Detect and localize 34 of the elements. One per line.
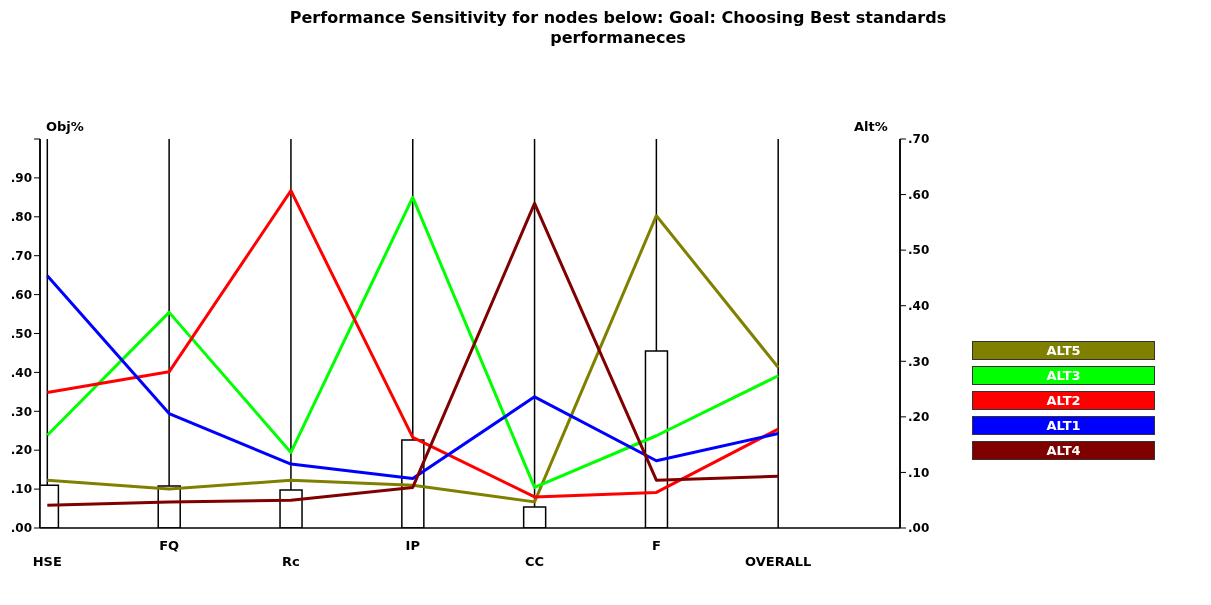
text: ALT1 bbox=[1046, 418, 1081, 433]
y-tick-label: .00 bbox=[10, 521, 32, 536]
y2-tick-label: .60 bbox=[908, 187, 930, 202]
y-tick-label: .40 bbox=[10, 365, 32, 380]
x-tick-label: IP bbox=[405, 538, 420, 553]
y2-tick-label: .30 bbox=[908, 354, 930, 369]
x-tick-label: FQ bbox=[159, 538, 180, 553]
x-tick-label: CC bbox=[525, 554, 545, 569]
y-tick-label: .10 bbox=[10, 482, 32, 497]
y-tick-label: .80 bbox=[10, 210, 32, 225]
text: ALT5 bbox=[1046, 343, 1081, 358]
x-tick-label: Rc bbox=[282, 554, 300, 569]
line-series bbox=[45, 274, 780, 481]
y2-tick-label: .00 bbox=[908, 521, 930, 536]
y2-tick-label: .10 bbox=[908, 465, 930, 480]
x-tick-label: HSE bbox=[32, 554, 62, 569]
y2-tick-label: .70 bbox=[908, 132, 930, 147]
y-tick-label: .70 bbox=[10, 248, 32, 263]
y-tick-label: .50 bbox=[10, 326, 32, 341]
x-tick-label: OVERALL bbox=[745, 554, 812, 569]
text: ALT4 bbox=[1046, 443, 1081, 458]
y2-tick-label: .40 bbox=[908, 298, 930, 313]
text: ALT2 bbox=[1046, 393, 1081, 408]
y-axis-title: Obj% bbox=[46, 119, 84, 134]
y2-tick-label: .50 bbox=[908, 243, 930, 258]
y-tick-label: .30 bbox=[10, 404, 32, 419]
y-tick-label: .60 bbox=[10, 287, 32, 302]
x-tick-label: F bbox=[651, 538, 661, 553]
y-tick-label: .90 bbox=[10, 171, 32, 186]
y2-axis-title: Alt% bbox=[854, 119, 888, 134]
y2-tick-label: .20 bbox=[908, 410, 930, 425]
text: ALT3 bbox=[1046, 368, 1081, 383]
y-tick-label: .20 bbox=[10, 443, 32, 458]
chart-title: Performance Sensitivity for nodes below: Goal: Choosing Best standards performaneces bbox=[289, 8, 947, 47]
